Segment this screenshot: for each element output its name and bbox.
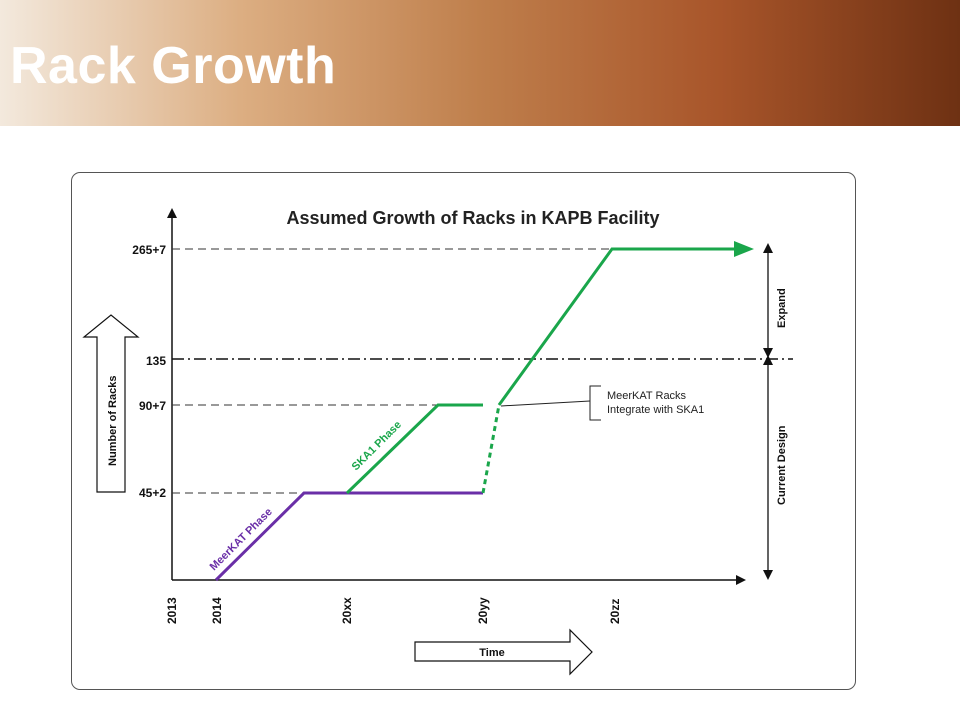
x-tick-label-2013: 2013 <box>165 597 179 624</box>
x-tick-label-20zz: 20zz <box>608 599 622 624</box>
callout-bracket <box>589 385 601 421</box>
slide-header: Rack Growth <box>0 0 960 126</box>
integrate-callout: MeerKAT Racks Integrate with SKA1 <box>500 385 704 421</box>
series-lines <box>214 241 754 582</box>
x-tick-label-20xx: 20xx <box>340 597 354 624</box>
callout-line-1: MeerKAT Racks <box>607 390 687 402</box>
slide-title: Rack Growth <box>10 37 337 95</box>
guide-lines <box>172 248 793 494</box>
x-axis-title-arrow: Time <box>414 628 593 676</box>
y-axis-title-arrow-shape <box>82 314 140 493</box>
x-tick-label-2014: 2014 <box>210 597 224 624</box>
y-tick-label-265: 265+7 <box>132 243 166 257</box>
y-tick-label-135: 135 <box>146 354 166 368</box>
y-tick-label-45: 45+2 <box>139 486 166 500</box>
current-design-label: Current Design <box>776 425 788 505</box>
y-tick-labels: 265+7 135 90+7 45+2 <box>132 243 166 500</box>
y-tick-label-90: 90+7 <box>139 399 166 413</box>
callout-line-2: Integrate with SKA1 <box>607 404 704 416</box>
series-label-meerkat: MeerKAT Phase <box>208 506 275 573</box>
x-tick-labels: 2013 2014 20xx 20yy 20zz <box>165 597 622 624</box>
y-axis-title: Number of Racks <box>107 376 119 466</box>
series-meerkat-line <box>214 491 483 582</box>
series-labels: MeerKAT Phase SKA1 Phase <box>208 419 404 573</box>
series-ska1-arrowhead <box>734 241 754 257</box>
range-brackets: Expand Current Design <box>763 243 788 580</box>
callout-leader <box>500 400 591 407</box>
series-ska1-dashed-link <box>481 404 501 494</box>
x-axis-title-arrow-shape <box>414 628 593 676</box>
chart-title: Assumed Growth of Racks in KAPB Facility <box>286 208 659 228</box>
x-tick-label-20yy: 20yy <box>476 597 490 624</box>
series-ska1-line-a <box>345 403 483 495</box>
expand-label: Expand <box>776 288 788 328</box>
y-axis-title-arrow: Number of Racks <box>82 314 140 493</box>
x-axis-title: Time <box>479 647 504 659</box>
chart-panel <box>71 172 856 690</box>
series-ska1-line-b <box>497 247 736 406</box>
